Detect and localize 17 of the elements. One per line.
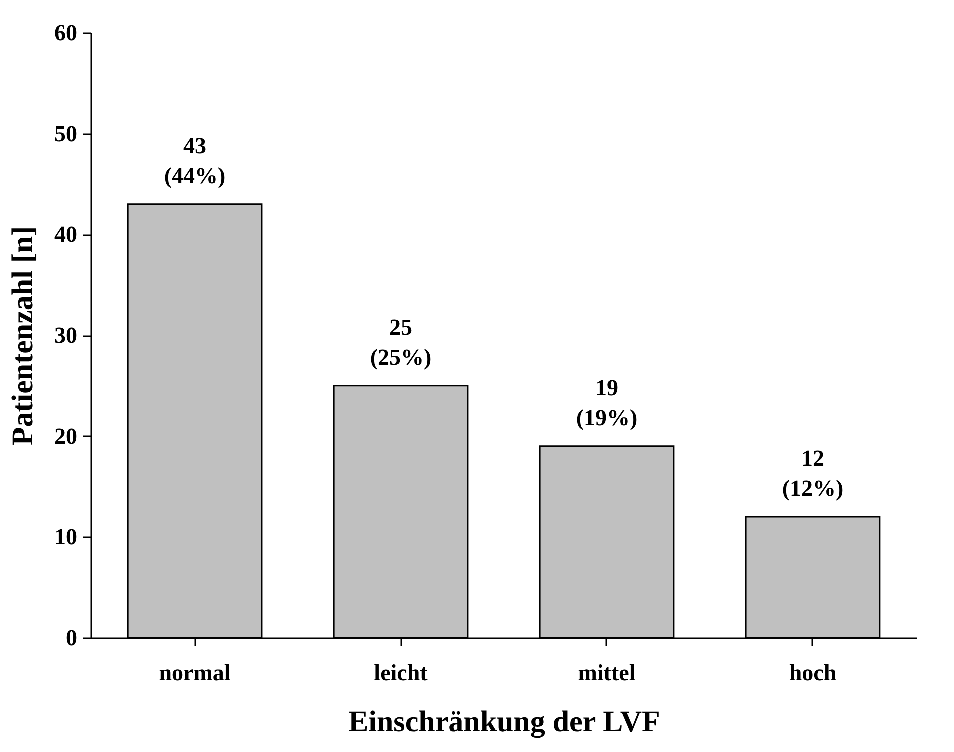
x-tick-label: hoch <box>789 660 837 686</box>
data-label: 12 (12%) <box>782 446 844 501</box>
data-label: 25 (25%) <box>370 314 432 370</box>
x-tick-label: leicht <box>374 660 428 686</box>
y-tick-label: 60 <box>54 20 78 46</box>
x-tick-label: mittel <box>578 660 636 686</box>
x-tick-label: normal <box>159 660 231 686</box>
y-tick-label: 50 <box>54 121 78 146</box>
x-axis-title: Einschränkung der LVF <box>348 706 660 738</box>
y-tick-label: 0 <box>66 626 78 650</box>
y-axis-title: Patientenzahl [n] <box>6 226 40 446</box>
y-tick-label: 30 <box>54 323 78 348</box>
y-tick-label: 40 <box>54 222 78 248</box>
data-label: 19 (19%) <box>576 375 638 430</box>
y-tick-label: 10 <box>54 524 78 550</box>
y-tick-label: 20 <box>54 424 78 449</box>
data-label: 43 (44%) <box>164 133 226 188</box>
